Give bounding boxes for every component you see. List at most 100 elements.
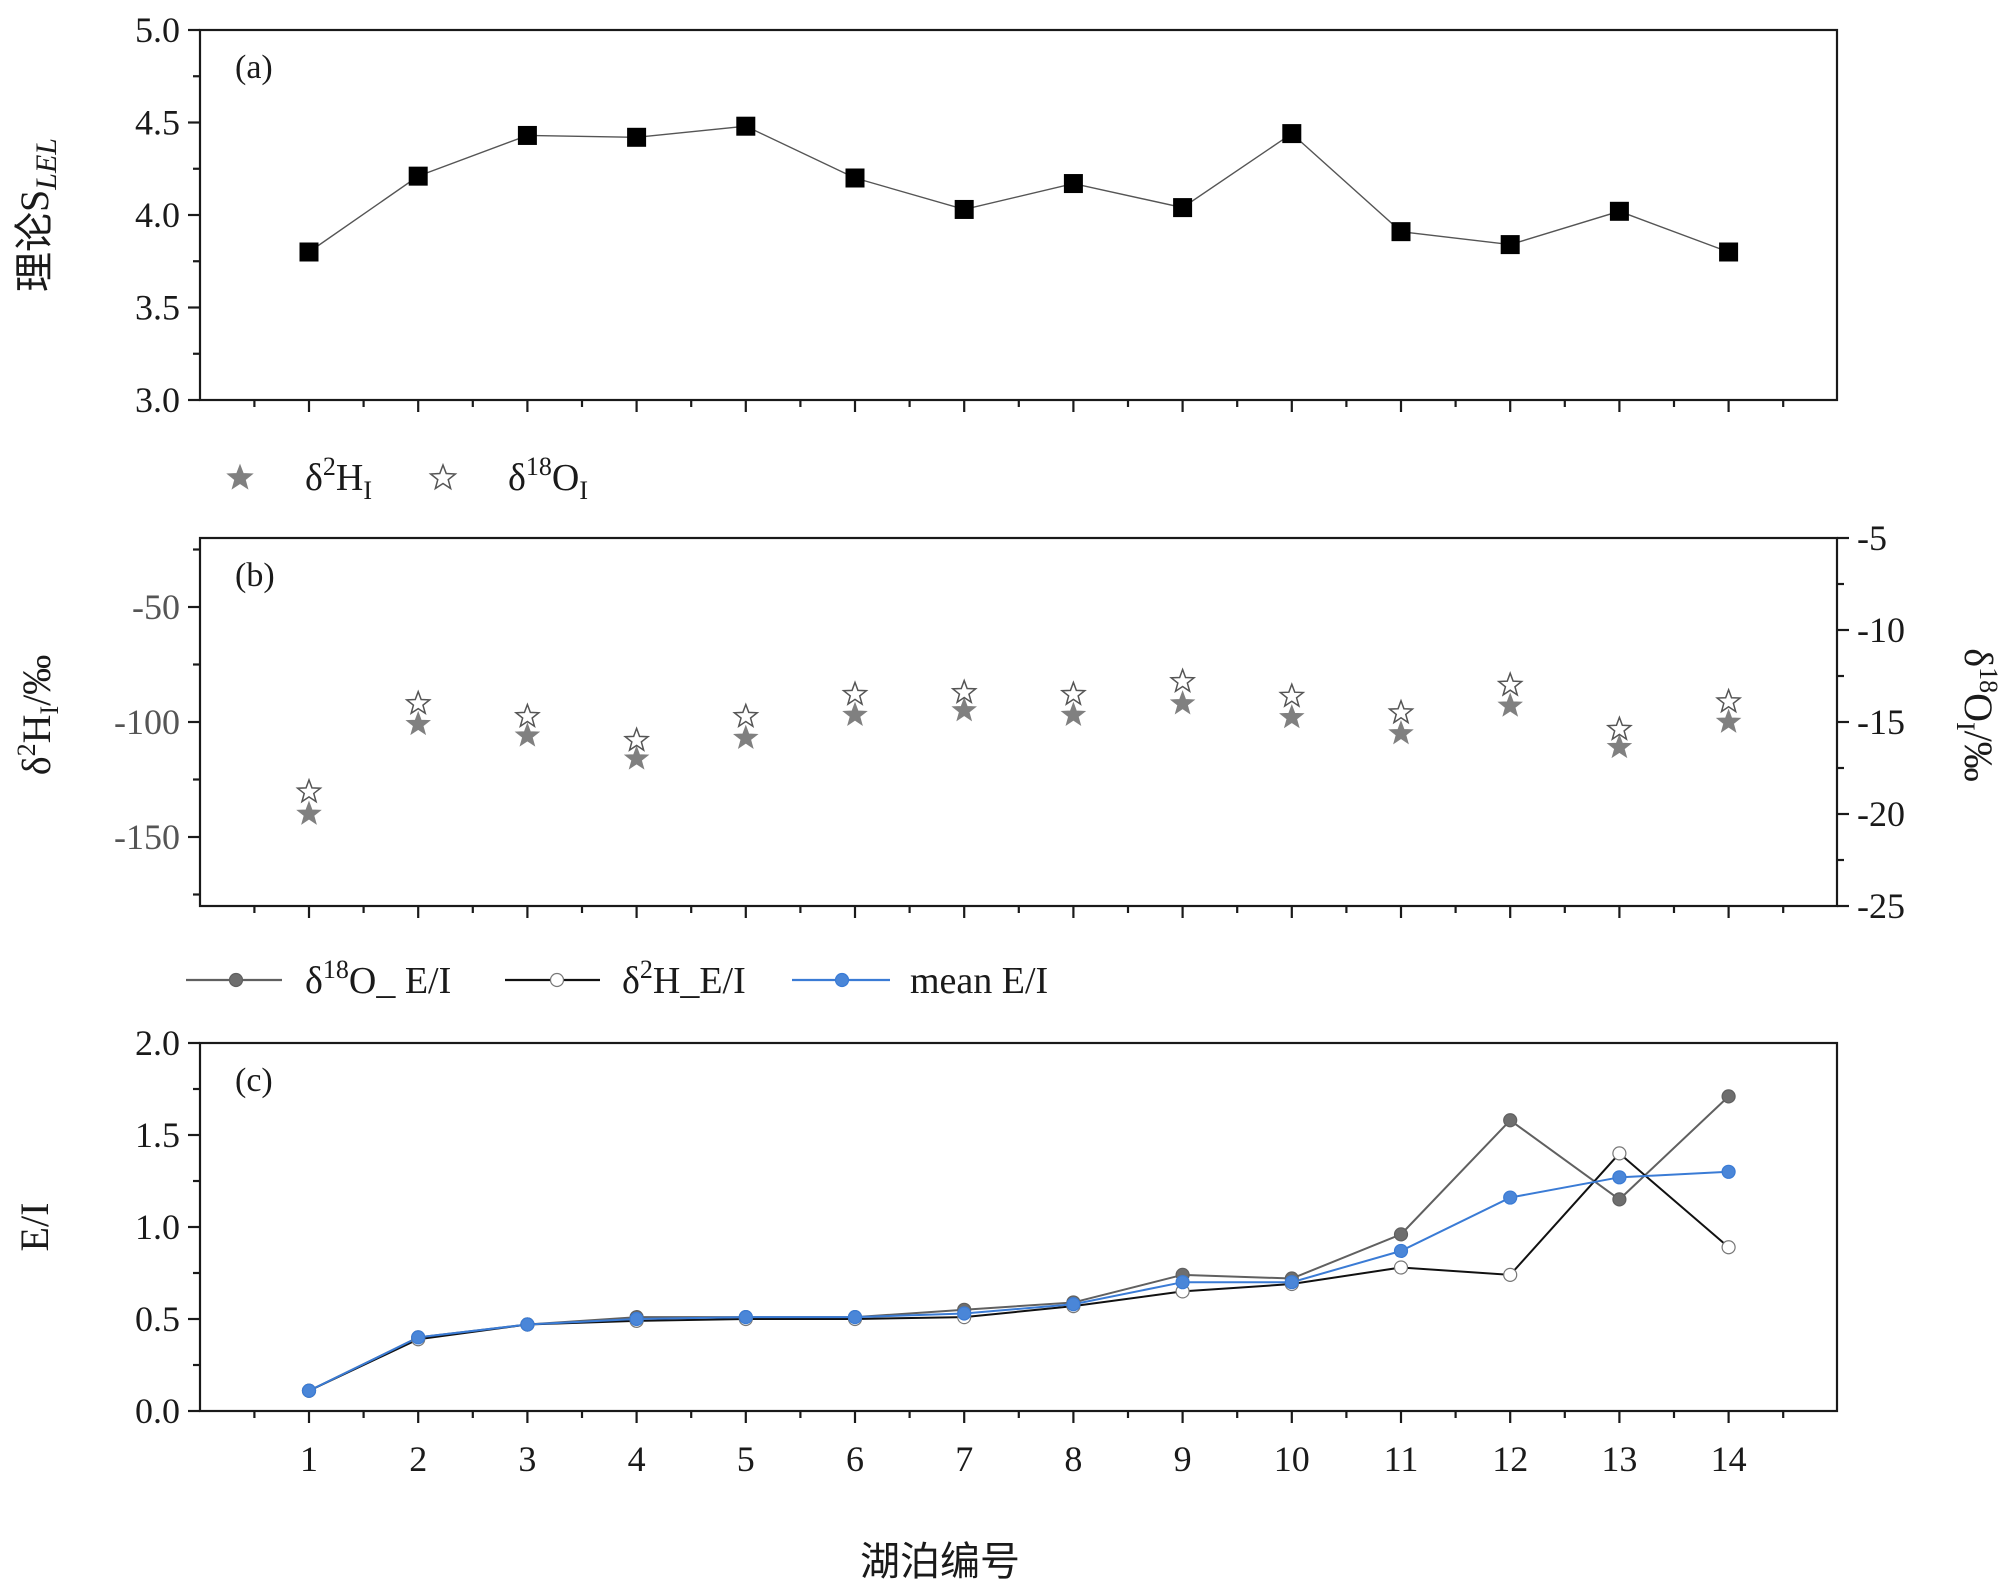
d18o-point-8: [1059, 680, 1087, 706]
legend-d2h-sub: I: [363, 476, 372, 505]
x-tick-label-3: 3: [518, 1439, 536, 1479]
panel-a-series: [299, 116, 1739, 262]
lel-point-5: [736, 116, 756, 136]
y-tick-label-2.0: 2.0: [135, 1023, 180, 1063]
y-tick-label-4.0: 4.0: [135, 195, 180, 235]
panel-b: (b) δ2HI/‰ δ18OI/‰ -50-100-150 -5-10-15-…: [12, 518, 2000, 926]
d18o-point-4: [623, 726, 651, 752]
panel-c-label: (c): [235, 1062, 273, 1099]
x-tick-label-6: 6: [846, 1439, 864, 1479]
series-2-point-14: [1721, 1164, 1736, 1179]
d18o-point-5: [732, 702, 760, 728]
x-tick-label-4: 4: [628, 1439, 646, 1479]
legend-label-sup: 18: [323, 955, 349, 984]
series-1-point-12: [1503, 1267, 1518, 1282]
d2h-point-3: [514, 722, 541, 747]
panel-b-ylabel-left: δ2HI/‰: [12, 655, 64, 776]
series-line-lel: [308, 125, 1729, 253]
series-2-point-7: [957, 1306, 972, 1321]
panel-b-y-ticks-left: -50 -100 -150: [114, 548, 200, 896]
lel-point-11: [1391, 222, 1411, 242]
legend-marker-2: [834, 972, 850, 988]
panel-a-ylabel-sub: LEL: [30, 138, 63, 191]
series-line-0: [308, 1095, 1730, 1392]
legend-d2h-marker: [226, 463, 254, 490]
series-1-point-13: [1612, 1146, 1627, 1161]
panel-b-ylabel-right-unit: /‰: [1956, 731, 2000, 782]
panel-b-ylabel-left-sub: I: [35, 706, 64, 715]
d18o-point-7: [950, 678, 978, 705]
panel-b-series: [295, 667, 1743, 825]
y-tick-label-0.0: 0.0: [135, 1391, 180, 1431]
x-tick-label-13: 13: [1601, 1439, 1637, 1479]
series-2-point-9: [1175, 1275, 1190, 1290]
legend-label-post: O_ E/I: [349, 960, 451, 1002]
series-2-point-11: [1393, 1243, 1409, 1259]
d18o-point-14: [1715, 687, 1743, 714]
lel-point-1: [299, 242, 319, 262]
legend-d18o-label: δ18OI: [508, 452, 588, 505]
d2h-point-10: [1279, 703, 1305, 729]
series-1-point-11: [1393, 1260, 1409, 1275]
y-tick-label-0.5: 0.5: [135, 1299, 180, 1339]
d18o-point-3: [513, 702, 541, 728]
series-2-point-5: [738, 1310, 753, 1325]
legend-d18o-sub: I: [579, 476, 588, 505]
panel-a-ylabel-main: 理论S: [12, 190, 57, 292]
panel-c-xlabel: 湖泊编号: [860, 1539, 1020, 1584]
d18o-point-12: [1496, 671, 1524, 697]
panel-b-ylabel-left-unit: /‰: [14, 655, 59, 706]
series-0-point-12: [1503, 1113, 1518, 1128]
d2h-point-14: [1715, 708, 1742, 733]
d2h-point-8: [1060, 701, 1087, 726]
lel-point-7: [954, 199, 974, 219]
panel-b-frame: [198, 536, 1839, 908]
series-2-point-10: [1284, 1275, 1299, 1290]
panel-b-ylabel-right: δ18OI/‰: [1951, 648, 2000, 782]
legend-d18o-marker: [428, 462, 458, 491]
x-tick-label-2: 2: [409, 1439, 427, 1479]
legend-d18o-base: O: [552, 457, 579, 499]
series-2-point-8: [1066, 1297, 1081, 1312]
panel-c-legend: δ18O_ E/I δ2H_E/I mean E/I: [186, 955, 1048, 1002]
series-2-point-13: [1612, 1170, 1627, 1185]
legend-label-post: mean E/I: [910, 960, 1048, 1002]
panel-a-frame: [198, 28, 1839, 402]
panel-b-legend: δ2HI δ18OI: [226, 452, 588, 505]
lel-point-13: [1609, 201, 1629, 221]
panel-c-ylabel: E/I: [12, 1203, 57, 1252]
lel-point-12: [1500, 235, 1520, 255]
x-tick-label-1: 1: [300, 1439, 318, 1479]
legend-d2h-label: δ2HI: [305, 452, 372, 505]
panel-c-frame: [198, 1041, 1839, 1413]
x-tick-label-10: 10: [1274, 1439, 1310, 1479]
d18o-point-6: [841, 680, 869, 706]
series-2-point-3: [520, 1317, 535, 1332]
panel-c-series: [301, 1089, 1736, 1398]
x-tick-label-12: 12: [1492, 1439, 1528, 1479]
d2h-point-1: [296, 800, 322, 825]
d18o-point-2: [404, 689, 432, 716]
y-tick-label-5.0: 5.0: [135, 10, 180, 50]
series-2-point-4: [629, 1311, 644, 1327]
x-tick-label-7: 7: [955, 1439, 973, 1479]
series-2-point-12: [1503, 1190, 1518, 1205]
panel-b-y-ticks-right: -5 -10 -15 -20 -25: [1837, 518, 1905, 926]
y-tick-label-1.0: 1.0: [135, 1207, 180, 1247]
d18o-point-10: [1278, 682, 1306, 708]
series-1-point-14: [1721, 1240, 1736, 1255]
lel-point-14: [1719, 242, 1739, 262]
legend-marker-0: [228, 972, 244, 988]
d2h-point-12: [1497, 692, 1523, 717]
lel-point-3: [517, 125, 537, 145]
d2h-point-13: [1606, 733, 1633, 759]
y-right-tick-label--10: -10: [1857, 610, 1905, 650]
series-2-point-2: [411, 1330, 426, 1345]
d2h-point-5: [733, 724, 759, 749]
x-tick-label-8: 8: [1064, 1439, 1082, 1479]
y-left-tick-label--150: -150: [114, 817, 180, 857]
d2h-point-11: [1388, 720, 1414, 745]
series-0-point-14: [1721, 1089, 1736, 1104]
panel-b-ylabel-right-sub: I: [1951, 722, 1980, 731]
